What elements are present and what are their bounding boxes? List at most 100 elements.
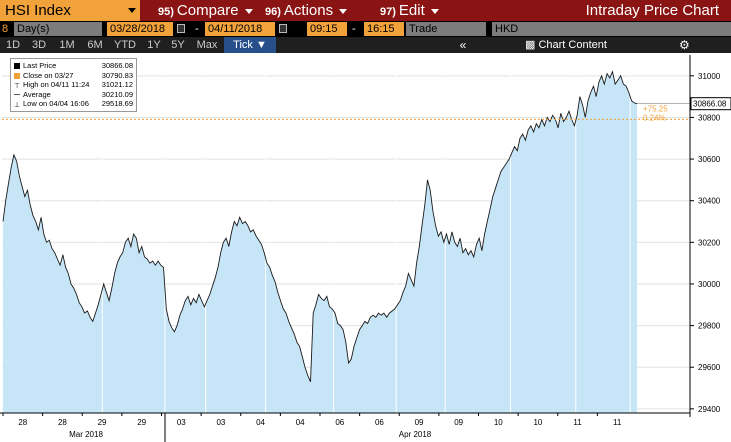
y-tick-label: 30800 (698, 113, 721, 122)
intraday-price-chart: 29400 29600 29800 30000 30200 30400 30600 30800… (0, 53, 731, 442)
bar-chart-icon: ▩ (525, 39, 539, 51)
calendar-icon[interactable] (177, 24, 185, 33)
legend-value: 30866.08 (101, 61, 133, 70)
x-tick-label: 04 (296, 418, 305, 427)
period-unit-dropdown[interactable]: Day(s) (14, 22, 102, 36)
chart-content-button[interactable]: ▩ Chart Content (525, 37, 607, 53)
chart-legend[interactable]: Last Price 30866.08 Close on 03/27 30790… (10, 58, 137, 112)
title-bar: HSI Index 95) Compare 96) Actions 97) Edit … (0, 0, 731, 21)
chevron-down-icon (128, 8, 136, 13)
last-price-box (690, 97, 731, 111)
period-3d[interactable]: 3D (31, 39, 47, 51)
legend-row-high: ⊤ High on 04/11 11:24 31021.12 (14, 80, 133, 90)
chevron-down-icon (244, 8, 253, 14)
actions-menu-label: Actions (283, 2, 334, 19)
time-separator: - (352, 23, 356, 35)
currency-label: HKD (495, 23, 519, 35)
end-date-field[interactable]: 04/11/2018 (205, 22, 275, 36)
legend-row-close: Close on 03/27 30790.83 (14, 71, 133, 81)
chevron-down-icon (339, 8, 348, 14)
period-tick[interactable]: Tick ▼ (224, 37, 276, 53)
date-range-bar: 8 Day(s) 03/28/2018 - 04/11/2018 09:15 -… (0, 21, 731, 37)
price-line (2, 70, 638, 382)
x-tick-label: 10 (494, 418, 503, 427)
y-tick-label: 30000 (698, 280, 721, 289)
gear-icon[interactable]: ⚙ (679, 38, 690, 52)
legend-label: Last Price (23, 61, 57, 70)
x-tick-label: 29 (137, 418, 146, 427)
edit-menu-label: Edit (398, 2, 425, 19)
change-pct-label: 0.24% (643, 113, 666, 122)
square-icon (14, 72, 20, 79)
y-tick-label: 30600 (698, 155, 721, 164)
actions-menu[interactable]: 96) Actions (265, 0, 348, 21)
x-tick-label: 11 (573, 418, 582, 427)
x-tick-label: 28 (18, 418, 27, 427)
legend-label: Close on 03/27 (23, 70, 74, 80)
legend-row-average: Average 30210.09 (14, 90, 133, 100)
last-price-label: 30866.08 (693, 100, 727, 109)
x-tick-label: 09 (454, 418, 463, 427)
x-tick-label: 03 (216, 418, 225, 427)
y-tick-label: 31000 (698, 72, 721, 81)
date-separator: - (195, 23, 199, 35)
chevron-down-icon (430, 8, 439, 14)
y-tick-label: 30200 (698, 238, 721, 247)
period-5y[interactable]: 5Y (171, 39, 185, 51)
period-ytd[interactable]: YTD (114, 39, 136, 51)
legend-value: 31021.12 (101, 80, 133, 89)
start-time-field[interactable]: 09:15 (307, 22, 347, 36)
low-marker-icon: ⊥ (14, 102, 21, 109)
x-tick-label: 10 (533, 418, 542, 427)
month-label: Mar 2018 (69, 430, 103, 439)
legend-row-last-price: Last Price 30866.08 (14, 61, 133, 71)
month-label: Apr 2018 (399, 430, 432, 439)
period-toolbar: 1D 3D 1M 6M YTD 1Y 5Y Max Tick ▼ « ▩ Cha… (0, 37, 731, 53)
legend-value: 30210.09 (101, 89, 133, 99)
period-unit-label: Day(s) (17, 23, 50, 35)
legend-value: 29518.69 (101, 99, 133, 108)
x-tick-label: 11 (613, 418, 622, 427)
actions-menu-number: 96) (265, 6, 281, 18)
ticker-field[interactable]: HSI Index (0, 0, 140, 21)
period-1m[interactable]: 1M (59, 39, 75, 51)
start-date-field[interactable]: 03/28/2018 (107, 22, 173, 36)
trade-label: Trade (409, 23, 438, 35)
price-area (3, 71, 637, 413)
x-tick-label: 09 (415, 418, 424, 427)
period-1y[interactable]: 1Y (147, 39, 161, 51)
legend-label: Low on 04/04 16:06 (23, 99, 89, 108)
x-tick-label: 06 (335, 418, 344, 427)
change-label: +75.25 (643, 104, 668, 113)
x-tick-label: 04 (256, 418, 265, 427)
square-icon (14, 63, 20, 69)
chart-content-label: Chart Content (538, 39, 607, 51)
period-count-field[interactable]: 8 (2, 23, 9, 35)
calendar-icon[interactable] (279, 24, 287, 33)
x-tick-label: 06 (375, 418, 384, 427)
edit-menu-number: 97) (380, 6, 396, 18)
period-max[interactable]: Max (196, 39, 218, 51)
x-tick-label: 29 (98, 418, 107, 427)
period-1d[interactable]: 1D (5, 39, 21, 51)
compare-menu-label: Compare (176, 2, 239, 19)
edit-menu[interactable]: 97) Edit (380, 0, 439, 21)
period-6m[interactable]: 6M (87, 39, 103, 51)
trade-dropdown[interactable]: Trade (406, 22, 486, 36)
legend-label: High on 04/11 11:24 (23, 80, 90, 89)
y-tick-label: 29800 (698, 322, 721, 331)
x-tick-label: 28 (58, 418, 67, 427)
page-title: Intraday Price Chart (585, 2, 719, 19)
y-tick-label: 29600 (698, 363, 721, 372)
y-tick-label: 29400 (698, 405, 721, 414)
y-tick-label: 30400 (698, 197, 721, 206)
compare-menu-number: 95) (158, 6, 174, 18)
legend-label: Average (23, 89, 51, 99)
ticker-label: HSI Index (5, 2, 71, 19)
compare-menu[interactable]: 95) Compare (158, 0, 253, 21)
legend-value: 30790.83 (101, 70, 133, 80)
double-chevron-left-icon[interactable]: « (459, 38, 467, 52)
currency-dropdown[interactable]: HKD (492, 22, 731, 36)
end-time-field[interactable]: 16:15 (364, 22, 404, 36)
high-marker-icon: ⊤ (14, 83, 21, 90)
